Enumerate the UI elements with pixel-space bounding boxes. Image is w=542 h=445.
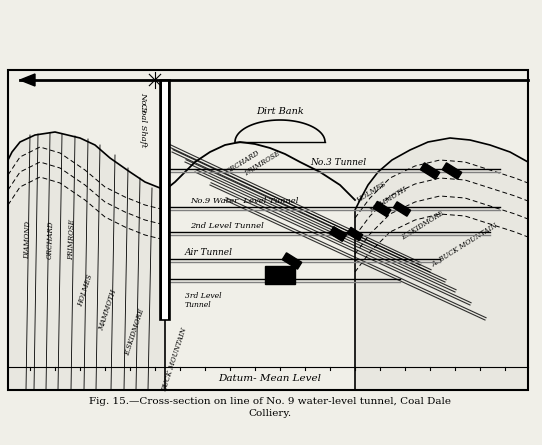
Text: 3rd Level
Tunnel: 3rd Level Tunnel: [185, 292, 222, 309]
Text: BUCK MOUNTAIN: BUCK MOUNTAIN: [161, 327, 189, 393]
Text: No.3 Tunnel: No.3 Tunnel: [310, 158, 366, 167]
Bar: [160, 80, 170, 320]
Text: Coal Shaft: Coal Shaft: [139, 103, 147, 147]
Text: HOLMES: HOLMES: [76, 273, 94, 307]
Text: ORCHARD: ORCHARD: [46, 221, 55, 259]
Polygon shape: [282, 253, 302, 269]
Bar: [8, 70, 528, 390]
Text: A. BUCK MOUNTAIN: A. BUCK MOUNTAIN: [430, 221, 499, 269]
Text: Fig. 15.—Cross-section on line of No. 9 water-level tunnel, Coal Dale: Fig. 15.—Cross-section on line of No. 9 …: [89, 397, 451, 406]
Polygon shape: [373, 202, 391, 217]
Polygon shape: [347, 227, 363, 241]
Bar: [160, 80, 162, 320]
Text: E.SKIDMORE: E.SKIDMORE: [124, 307, 146, 356]
Text: ORCHARD: ORCHARD: [225, 149, 262, 176]
Text: Colliery.: Colliery.: [248, 409, 292, 417]
Polygon shape: [442, 163, 462, 179]
Bar: [265, 266, 295, 284]
Polygon shape: [393, 202, 411, 216]
Bar: [168, 80, 170, 320]
Text: HOLMES: HOLMES: [355, 180, 388, 204]
Polygon shape: [420, 163, 440, 179]
Text: Air Tunnel: Air Tunnel: [185, 248, 233, 257]
Text: MAMMOTH: MAMMOTH: [368, 185, 409, 215]
Text: PRIMROSE: PRIMROSE: [67, 219, 77, 260]
Polygon shape: [20, 74, 35, 86]
Text: No.9 Water  Level Tunnel: No.9 Water Level Tunnel: [190, 197, 299, 205]
Text: Datum- Mean Level: Datum- Mean Level: [218, 374, 321, 383]
Text: DIAMOND: DIAMOND: [23, 221, 33, 259]
Text: PRIMROSE: PRIMROSE: [243, 150, 282, 178]
Text: 2nd Level Tunnel: 2nd Level Tunnel: [190, 222, 264, 230]
Text: Dirt Bank: Dirt Bank: [256, 107, 304, 116]
Polygon shape: [8, 132, 165, 390]
Polygon shape: [355, 138, 528, 390]
Text: MAMMOTH: MAMMOTH: [98, 288, 119, 332]
Text: E.SKIDMORE: E.SKIDMORE: [400, 209, 446, 241]
Polygon shape: [330, 227, 346, 241]
Text: No.9: No.9: [139, 92, 147, 112]
